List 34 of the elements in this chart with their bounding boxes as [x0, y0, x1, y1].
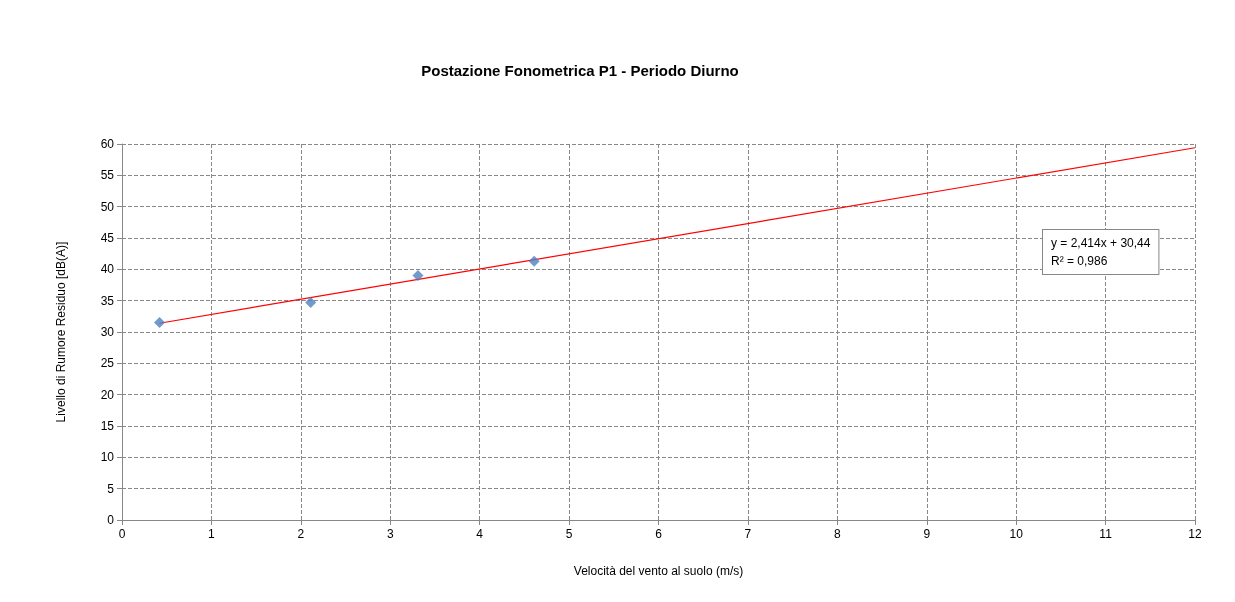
x-axis-title: Velocità del vento al suolo (m/s) [573, 564, 744, 578]
point [305, 297, 317, 309]
x-tick-label: 5 [565, 527, 573, 541]
y-tick-label: 25 [100, 356, 115, 371]
x-tick-label: 0 [118, 527, 126, 541]
x-tick-label: 1 [208, 527, 216, 541]
x-tick-label: 10 [1009, 527, 1024, 541]
y-tick-label: 45 [100, 231, 115, 245]
y-tick-label: 50 [100, 199, 115, 214]
x-tick-label: 12 [1188, 527, 1202, 541]
y-tick-label: 20 [100, 387, 115, 402]
y-axis-title: Livello di Rumore Residuo [dB(A)] [54, 241, 68, 423]
y-tick-label: 0 [107, 513, 115, 527]
y-tick-label: 35 [100, 293, 115, 308]
x-tick-label: 4 [476, 527, 484, 541]
y-tick-label: 60 [100, 137, 115, 151]
chart-title: Postazione Fonometrica P1 - Periodo Diurno [421, 62, 739, 79]
point [154, 317, 166, 329]
y-tick-label: 5 [107, 481, 115, 496]
x-tick-label: 11 [1099, 527, 1113, 541]
y-tick-label: 15 [100, 419, 115, 433]
x-tick-label: 3 [386, 527, 394, 541]
y-tick-label: 40 [100, 262, 115, 277]
y-tick-label: 10 [100, 450, 115, 465]
y-tick-label: 30 [100, 325, 115, 339]
point [528, 255, 540, 267]
x-tick-label: 7 [744, 527, 752, 541]
annotation: y = 2,414x + 30,44 R² = 0,986 [1051, 236, 1151, 268]
x-tick-label: 2 [297, 527, 305, 541]
x-tick-label: 8 [833, 527, 841, 541]
x-tick-label: 9 [923, 527, 931, 541]
x-tick-label: 6 [655, 527, 663, 541]
y-tick-label: 55 [100, 168, 115, 183]
point [412, 270, 424, 282]
